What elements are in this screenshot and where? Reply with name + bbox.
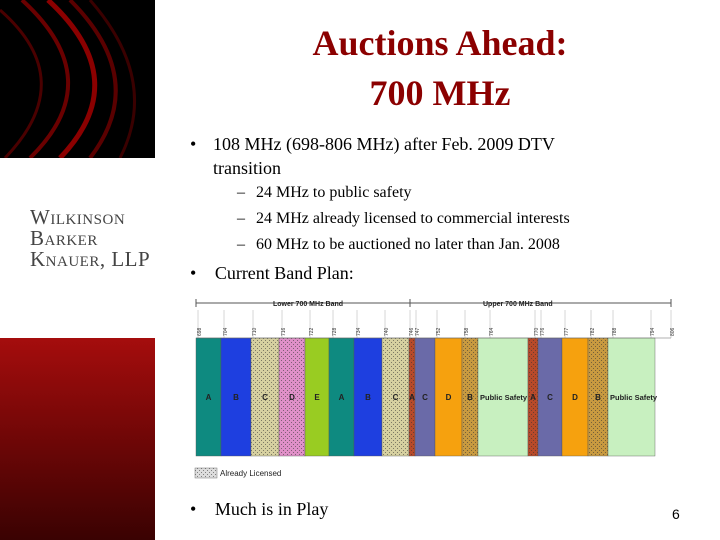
frequency-tick-label: 740 [384,327,390,336]
licensed-pattern [382,338,409,456]
spectrum-block-label: B [365,393,371,402]
licensed-pattern [251,338,279,456]
spectrum-block-label: A [530,393,536,402]
dash: – [237,236,245,253]
frequency-tick-label: 728 [332,327,338,336]
page-number: 6 [672,506,680,522]
band-brackets: Lower 700 MHz Band Upper 700 MHz Band [195,299,672,308]
spectrum-block-label: B [595,393,601,402]
spectrum-block [561,337,589,457]
frequency-tick-label: 788 [612,327,618,336]
spectrum-block [434,337,463,457]
bullet-3-text: Much is in Play [214,499,329,519]
bullet-1-text: 108 MHz (698-806 MHz) after Feb. 2009 DT… [213,134,555,178]
frequency-tick-label: 758 [464,327,470,336]
upper-band-label: Upper 700 MHz Band [483,301,553,308]
frequency-tick-label: 746 [409,327,415,336]
dash: – [237,184,245,201]
spectrum-block [220,337,252,457]
licensed-pattern [279,338,305,456]
spectrum-block-label: Public Safety [480,393,528,402]
spectrum-blocks: A B C D E A B C A C D B Public Safety A C D B Public Safe… [195,337,658,457]
dash: – [237,210,245,227]
spectrum-block-label: C [422,393,428,402]
slide-title-line-1: Auctions Ahead: [312,23,568,63]
spectrum-block [353,337,383,457]
sub-bullet-1-text: 24 MHz to public safety [256,184,412,201]
frequency-tick-label: 710 [252,327,258,336]
spectrum-block-label: C [393,393,399,402]
band-plan-diagram: Lower 700 MHz Band Upper 700 MHz Band 69… [194,299,675,479]
frequency-tick-label: 764 [489,327,495,336]
spectrum-block-label: C [547,393,553,402]
sidebar: Wilkinson Barker Knauer, LLP [0,0,155,540]
slide-title-line-2: 700 MHz [369,73,511,113]
legend-swatch-pattern [195,468,217,478]
arc-decoration [0,0,137,158]
logo-line-3: Knauer, LLP [30,247,151,271]
frequency-tick-label: 794 [650,327,656,336]
bullet-dot: • [190,499,197,519]
logo-line-1: Wilkinson [30,205,126,229]
spectrum-block-label: C [262,393,268,402]
frequency-tick-label: 806 [670,327,675,336]
bullet-3: • Much is in Play [190,497,328,521]
frequency-ticks: 698 704 710 716 722 728 734 740 746 747 752 758 764 7… [197,310,675,338]
licensed-pattern [528,338,538,456]
sub-bullet-2: –24 MHz already licensed to commercial i… [237,209,570,229]
logo-line-2: Barker [30,226,98,250]
spectrum-block-label: D [572,393,578,402]
bullet-2-text: Current Band Plan: [214,263,354,283]
spectrum-block-label: B [467,393,473,402]
frequency-tick-label: 698 [197,327,203,336]
sub-bullet-3: –60 MHz to be auctioned no later than Ja… [237,235,560,255]
spectrum-block [607,337,656,457]
licensed-pattern [462,338,478,456]
spectrum-block-label: D [446,393,452,402]
licensed-pattern [588,338,608,456]
sidebar-decorative-footer [0,338,155,540]
spectrum-block-label: B [233,393,239,402]
bullet-dot: • [190,263,197,283]
legend-label: Already Licensed [220,469,281,478]
lower-band-label: Lower 700 MHz Band [273,301,343,308]
sub-bullet-3-text: 60 MHz to be auctioned no later than Jan… [256,236,560,253]
spectrum-block [477,337,529,457]
frequency-tick-label: 770 [534,327,540,336]
frequency-tick-label: 776 [540,327,546,336]
sub-bullet-1: –24 MHz to public safety [237,183,412,203]
spectrum-block-label: A [409,393,415,402]
spectrum-block-label: A [339,393,345,402]
spectrum-block [328,337,355,457]
spectrum-block [195,337,222,457]
frequency-tick-label: 734 [356,327,362,336]
bullet-2: • Current Band Plan: [190,261,354,285]
sidebar-decorative-header [0,0,155,158]
spectrum-block-label: A [206,393,212,402]
frequency-tick-label: 782 [590,327,596,336]
spectrum-block-label: E [314,393,320,402]
spectrum-block [537,337,563,457]
frequency-tick-label: 777 [564,327,570,336]
firm-logo: Wilkinson Barker Knauer, LLP [30,207,150,270]
licensed-pattern [409,338,415,456]
frequency-tick-label: 722 [309,327,315,336]
frequency-tick-label: 716 [281,327,287,336]
spectrum-block-label: D [289,393,295,402]
sub-bullet-2-text: 24 MHz already licensed to commercial in… [256,210,570,227]
spectrum-block-label: Public Safety [610,393,658,402]
bullet-dot: • [190,134,197,154]
frequency-tick-label: 752 [436,327,442,336]
frequency-tick-label: 747 [415,327,421,336]
frequency-tick-label: 704 [223,327,229,336]
